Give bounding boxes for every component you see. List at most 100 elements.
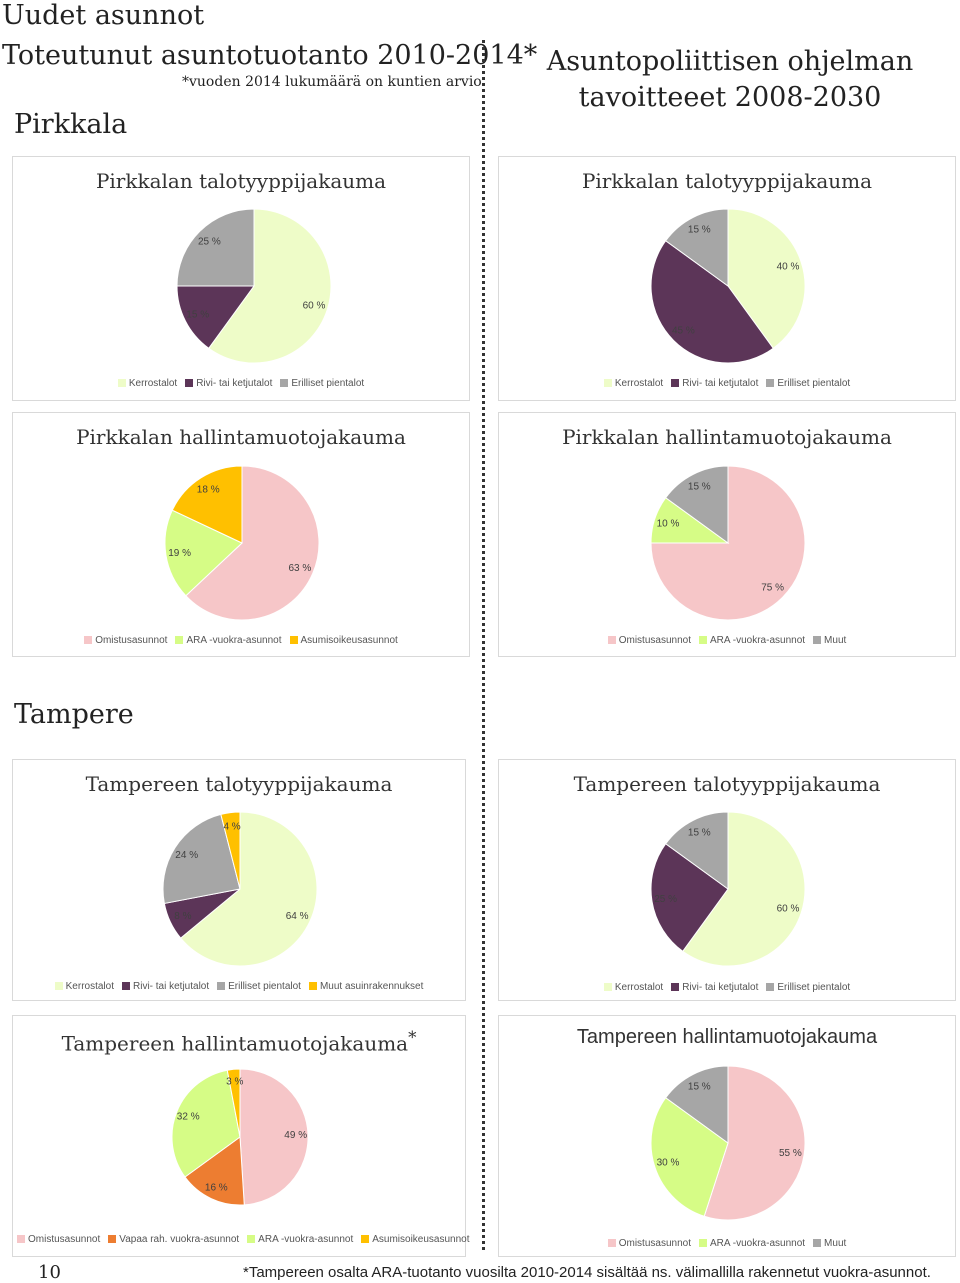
legend-swatch [607, 1239, 616, 1247]
legend-swatch [766, 379, 775, 387]
pie-slice [665, 811, 729, 890]
legend-swatch [671, 379, 680, 387]
pie-slice [176, 208, 255, 287]
legend-item: Kerrostalot [603, 378, 664, 389]
legend-item: Rivi- tai ketjutalot [185, 378, 272, 389]
chart-panel: Tampereen hallintamuotojakauma* 49 % 16 % 3… [12, 1015, 470, 1257]
legend-label: Rivi- tai ketjutalot [196, 378, 273, 389]
pie-data-label: 32 % [177, 1112, 200, 1123]
pie-slice [185, 465, 320, 621]
chart-title-text: Pirkkalan hallintamuotojakauma [76, 425, 406, 449]
pie-chart: 49 % 16 % 32 % 3 % [171, 1068, 309, 1206]
pie-slice [162, 813, 241, 905]
pie-slice [665, 208, 729, 287]
legend-item: Muut [813, 635, 846, 646]
pie-slice [650, 843, 729, 952]
pie-data-label: 16 % [205, 1183, 228, 1194]
legend-label: Muut asuinrakennukset [319, 981, 424, 992]
legend-item: ARA -vuokra-asunnot [698, 635, 805, 646]
page-number: 10 [38, 1262, 61, 1283]
chart-title: Pirkkalan talotyyppijakauma [499, 169, 955, 193]
pie-data-label: 60 % [777, 904, 800, 915]
legend-label: Kerrostalot [614, 378, 664, 389]
pie-chart: 60 % 15 % 25 % [176, 208, 332, 364]
legend-swatch [766, 983, 775, 991]
pie-data-label: 15 % [688, 482, 711, 493]
chart-panel: Pirkkalan talotyyppijakauma 40 % 45 % 15 % K… [498, 156, 956, 401]
legend-item: ARA -vuokra-asunnot [175, 635, 282, 646]
pie-slice [650, 1097, 729, 1217]
legend-item: Muut [813, 1238, 846, 1249]
column-divider [482, 40, 485, 1250]
pie-data-label: 25 % [198, 236, 221, 247]
pie-data-label: 15 % [688, 225, 711, 236]
right-heading-line-2: tavoitteeet 2008-2030 [578, 82, 882, 113]
chart-panel: Pirkkalan hallintamuotojakauma 63 % 19 % 18… [12, 412, 470, 657]
pie-data-label: 45 % [672, 326, 695, 337]
legend-item: ARA -vuokra-asunnot [247, 1234, 353, 1245]
legend-item: Kerrostalot [54, 981, 114, 992]
legend-label: Asumisoikeusasunnot [300, 635, 398, 646]
legend-item: Asumisoikeusasunnot [361, 1234, 470, 1245]
legend-label: Kerrostalot [128, 378, 178, 389]
chart-panel: Tampereen talotyyppijakauma 64 % 8 % 24 % 4 … [12, 759, 466, 1001]
pie-slice [665, 1065, 729, 1144]
right-heading-line-1: Asuntopoliittisen ohjelman [546, 46, 914, 77]
pie-data-label: 40 % [777, 262, 800, 273]
legend-label: ARA -vuokra-asunnot [186, 635, 282, 646]
legend-swatch [813, 636, 822, 644]
legend-label: Kerrostalot [65, 981, 114, 992]
chart-title: Pirkkalan talotyyppijakauma [13, 169, 469, 193]
pie-data-label: 75 % [761, 583, 784, 594]
legend-label: ARA -vuokra-asunnot [709, 1238, 806, 1249]
pie-slice [226, 1068, 241, 1138]
chart-title-text: Tampereen hallintamuotojakauma [61, 1031, 409, 1056]
legend-item: Omistusasunnot [607, 635, 691, 646]
pie-chart: 40 % 45 % 15 % [650, 208, 806, 364]
chart-title: Tampereen hallintamuotojakauma [499, 1026, 955, 1049]
pie-slice [220, 811, 241, 890]
section-heading-pirkkala: Pirkkala [14, 109, 128, 140]
legend-item: Asumisoikeusasunnot [289, 635, 398, 646]
pie-data-label: 15 % [688, 1082, 711, 1093]
legend-label: Kerrostalot [614, 982, 664, 993]
legend-swatch [54, 982, 63, 990]
legend-item: Vapaa rah. vuokra-asunnot [108, 1234, 239, 1245]
page-title: Uudet asunnot [2, 0, 205, 31]
pie-data-label: 4 % [223, 821, 240, 832]
chart-legend: Omistusasunnot ARA -vuokra-asunnot Asumiso… [13, 635, 469, 646]
legend-swatch [247, 1235, 256, 1243]
legend-item: Erilliset pientalot [217, 981, 301, 992]
pie-data-label: 10 % [657, 519, 680, 530]
legend-swatch [671, 983, 680, 991]
pie-slice [184, 1136, 245, 1206]
chart-title-text: Pirkkalan hallintamuotojakauma [562, 425, 892, 449]
pie-data-label: 64 % [286, 911, 309, 922]
legend-swatch [84, 636, 93, 644]
legend-swatch [280, 379, 289, 387]
legend-item: Rivi- tai ketjutalot [122, 981, 209, 992]
chart-title: Tampereen talotyyppijakauma [13, 772, 465, 796]
pie-data-label: 30 % [657, 1158, 680, 1169]
legend-swatch [122, 982, 130, 990]
legend-item: Rivi- tai ketjutalot [671, 378, 758, 389]
chart-title-text: Pirkkalan talotyyppijakauma [95, 169, 387, 193]
legend-label: Vapaa rah. vuokra-asunnot [119, 1234, 240, 1245]
pie-data-label: 24 % [175, 850, 198, 861]
left-column-heading: Toteutunut asuntotuotanto 2010-2014* [2, 40, 538, 71]
pie-data-label: 15 % [688, 828, 711, 839]
pie-slice [650, 465, 806, 621]
legend-label: Erilliset pientalot [291, 378, 365, 389]
legend-item: Omistusasunnot [84, 635, 167, 646]
pie-data-label: 25 % [654, 894, 677, 905]
pie-data-label: 60 % [303, 301, 326, 312]
chart-legend: Kerrostalot Rivi- tai ketjutalot Erilliset… [499, 378, 955, 389]
pie-data-label: 19 % [168, 548, 191, 559]
pie-slice [727, 208, 806, 349]
chart-panel: Tampereen talotyyppijakauma 60 % 25 % 15 % K… [498, 759, 956, 1001]
legend-swatch [185, 379, 194, 387]
chart-legend: Omistusasunnot Vapaa rah. vuokra-asunnot A… [13, 1234, 470, 1245]
legend-item: Kerrostalot [117, 378, 178, 389]
legend-label: Erilliset pientalot [777, 378, 851, 389]
legend-label: Erilliset pientalot [777, 982, 851, 993]
